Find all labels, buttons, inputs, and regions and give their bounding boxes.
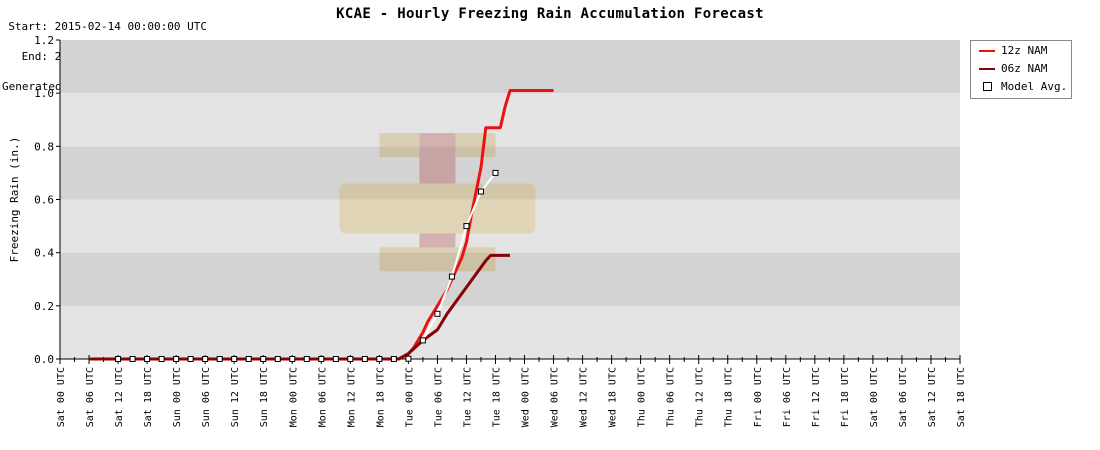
legend-label-model-avg: Model Avg.	[1001, 80, 1068, 93]
model-avg-point	[463, 223, 470, 230]
x-tick-label: Fri 00 UTC	[753, 367, 764, 427]
y-tick-label: 0.2	[34, 300, 54, 313]
series-line-model-avg	[422, 172, 497, 341]
plot-band	[60, 146, 960, 200]
y-tick-label: 1.2	[34, 34, 54, 47]
model-avg-point	[158, 356, 165, 362]
model-avg-point	[434, 310, 441, 317]
x-tick-label: Wed 12 UTC	[579, 367, 590, 427]
x-tick-label: Sat 06 UTC	[898, 367, 909, 427]
x-tick-label: Sat 12 UTC	[114, 367, 125, 427]
plot-band	[60, 93, 960, 147]
plot-band	[60, 252, 960, 306]
x-tick-label: Wed 06 UTC	[550, 367, 561, 427]
plot-band	[60, 40, 960, 94]
legend-label-06z-nam: 06z NAM	[1001, 62, 1048, 75]
x-tick-label: Fri 06 UTC	[782, 367, 793, 427]
model-avg-point	[260, 356, 267, 362]
watermark-i-bottom	[379, 247, 496, 272]
model-avg-point	[216, 356, 223, 362]
legend-label-12z-nam: 12z NAM	[1001, 44, 1048, 57]
model-avg-point	[289, 356, 296, 362]
x-tick-label: Thu 06 UTC	[666, 367, 677, 427]
x-tick-label: Wed 18 UTC	[608, 367, 619, 427]
model-avg-point	[231, 356, 238, 362]
y-tick-label: 1.0	[34, 87, 54, 100]
x-tick-label: Fri 18 UTC	[840, 367, 851, 427]
model-avg-point	[274, 356, 281, 362]
model-avg-point	[245, 356, 252, 362]
x-tick-label: Sun 18 UTC	[259, 367, 270, 427]
model-avg-point	[303, 356, 310, 362]
model-avg-point	[144, 356, 151, 362]
x-tick-label: Sat 18 UTC	[143, 367, 154, 427]
legend-item-model-avg: Model Avg.	[977, 80, 1069, 94]
x-tick-label: Sat 00 UTC	[56, 367, 67, 427]
x-tick-label: Sat 18 UTC	[956, 367, 967, 427]
watermark-i-top	[379, 133, 496, 158]
model-avg-point	[129, 356, 136, 362]
plot-band	[60, 305, 960, 359]
x-tick-label: Sun 12 UTC	[230, 367, 241, 427]
x-tick-label: Sun 00 UTC	[172, 367, 183, 427]
model-avg-point	[202, 356, 209, 362]
y-tick-label: 0.4	[34, 247, 54, 260]
watermark-banner	[339, 183, 536, 234]
x-tick-label: Tue 18 UTC	[491, 367, 502, 427]
model-avg-point	[419, 337, 426, 344]
x-tick-label: Thu 12 UTC	[695, 367, 706, 427]
legend-item-06z-nam: 06z NAM	[977, 62, 1069, 76]
y-tick-label: 0.6	[34, 194, 54, 207]
model-avg-point	[492, 169, 499, 176]
x-tick-label: Sat 06 UTC	[85, 367, 96, 427]
x-tick-label: Tue 12 UTC	[462, 367, 473, 427]
model-avg-point	[448, 273, 455, 280]
x-tick-label: Mon 12 UTC	[346, 367, 357, 427]
y-axis-label: Freezing Rain (in.)	[8, 137, 21, 263]
model-avg-point	[405, 355, 412, 362]
x-tick-label: Sun 06 UTC	[201, 367, 212, 427]
legend-swatch-06z-nam	[979, 68, 995, 70]
x-tick-label: Tue 06 UTC	[433, 367, 444, 427]
chart-legend: 12z NAM 06z NAM Model Avg.	[970, 40, 1072, 99]
x-tick-label: Fri 12 UTC	[811, 367, 822, 427]
watermark-emblem	[339, 133, 536, 272]
x-tick-label: Sat 00 UTC	[869, 367, 880, 427]
model-avg-point	[187, 356, 194, 362]
chart-title: KCAE - Hourly Freezing Rain Accumulation…	[336, 6, 764, 22]
x-tick-label: Mon 06 UTC	[317, 367, 328, 427]
y-tick-label: 0.0	[34, 353, 54, 366]
watermark-i-stem	[419, 133, 456, 272]
y-tick-label: 0.8	[34, 140, 54, 153]
model-avg-point	[390, 356, 397, 362]
series-line-06z-nam	[89, 253, 510, 361]
model-avg-point	[361, 356, 368, 362]
x-tick-label: Mon 00 UTC	[288, 367, 299, 427]
model-avg-point	[115, 356, 122, 362]
model-avg-point	[318, 356, 325, 362]
plot-band	[60, 199, 960, 253]
legend-box-model-avg	[983, 82, 992, 91]
model-avg-point	[376, 356, 383, 362]
model-avg-point	[477, 188, 484, 195]
model-avg-point	[332, 356, 339, 362]
x-tick-label: Mon 18 UTC	[375, 367, 386, 427]
x-tick-label: Thu 18 UTC	[724, 367, 735, 427]
legend-swatch-12z-nam	[979, 50, 995, 52]
x-tick-label: Wed 00 UTC	[521, 367, 532, 427]
x-tick-label: Thu 00 UTC	[637, 367, 648, 427]
x-tick-label: Tue 00 UTC	[404, 367, 415, 427]
start-time: Start: 2015-02-14 00:00:00 UTC	[8, 20, 207, 33]
legend-item-12z-nam: 12z NAM	[977, 44, 1069, 58]
model-avg-point	[347, 356, 354, 362]
model-avg-point	[173, 356, 180, 362]
x-tick-label: Sat 12 UTC	[927, 367, 938, 427]
